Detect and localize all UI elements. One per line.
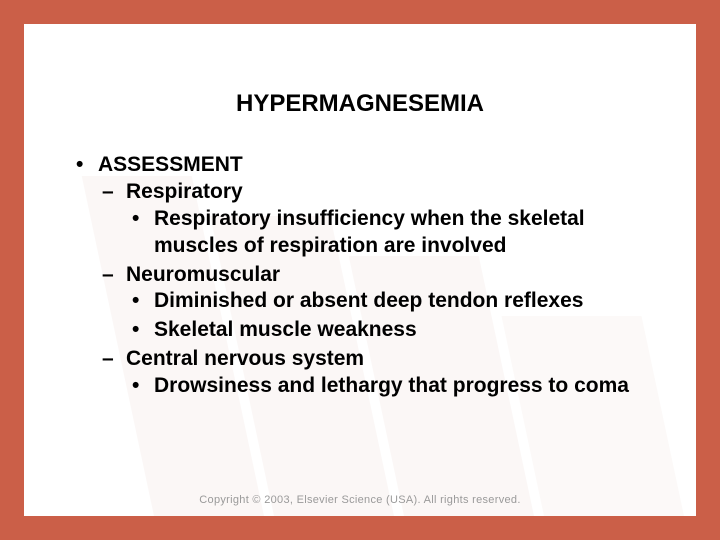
copyright-footer: Copyright © 2003, Elsevier Science (USA)… bbox=[24, 494, 696, 506]
bullet-l3: Respiratory insufficiency when the skele… bbox=[126, 206, 656, 260]
bullet-l3: Diminished or absent deep tendon reflexe… bbox=[126, 288, 656, 315]
slide: HYPERMAGNESEMIA ASSESSMENT Respiratory R… bbox=[0, 0, 720, 540]
content-area: HYPERMAGNESEMIA ASSESSMENT Respiratory R… bbox=[24, 24, 696, 516]
bullet-text: Respiratory insufficiency when the skele… bbox=[154, 207, 585, 257]
bullet-l2: Central nervous system Drowsiness and le… bbox=[98, 346, 656, 400]
bullet-text: Central nervous system bbox=[126, 347, 364, 370]
bullet-l2: Neuromuscular Diminished or absent deep … bbox=[98, 262, 656, 345]
bullet-l3: Skeletal muscle weakness bbox=[126, 317, 656, 344]
bullet-text: ASSESSMENT bbox=[98, 153, 243, 176]
slide-title: HYPERMAGNESEMIA bbox=[24, 90, 696, 118]
bullet-text: Respiratory bbox=[126, 180, 243, 203]
body-text: ASSESSMENT Respiratory Respiratory insuf… bbox=[74, 152, 656, 402]
bullet-text: Skeletal muscle weakness bbox=[154, 318, 417, 341]
bullet-text: Drowsiness and lethargy that progress to… bbox=[154, 374, 629, 397]
bullet-l1: ASSESSMENT Respiratory Respiratory insuf… bbox=[74, 152, 656, 400]
bullet-text: Neuromuscular bbox=[126, 263, 280, 286]
bullet-text: Diminished or absent deep tendon reflexe… bbox=[154, 289, 583, 312]
bullet-l3: Drowsiness and lethargy that progress to… bbox=[126, 373, 656, 400]
bullet-l2: Respiratory Respiratory insufficiency wh… bbox=[98, 179, 656, 260]
